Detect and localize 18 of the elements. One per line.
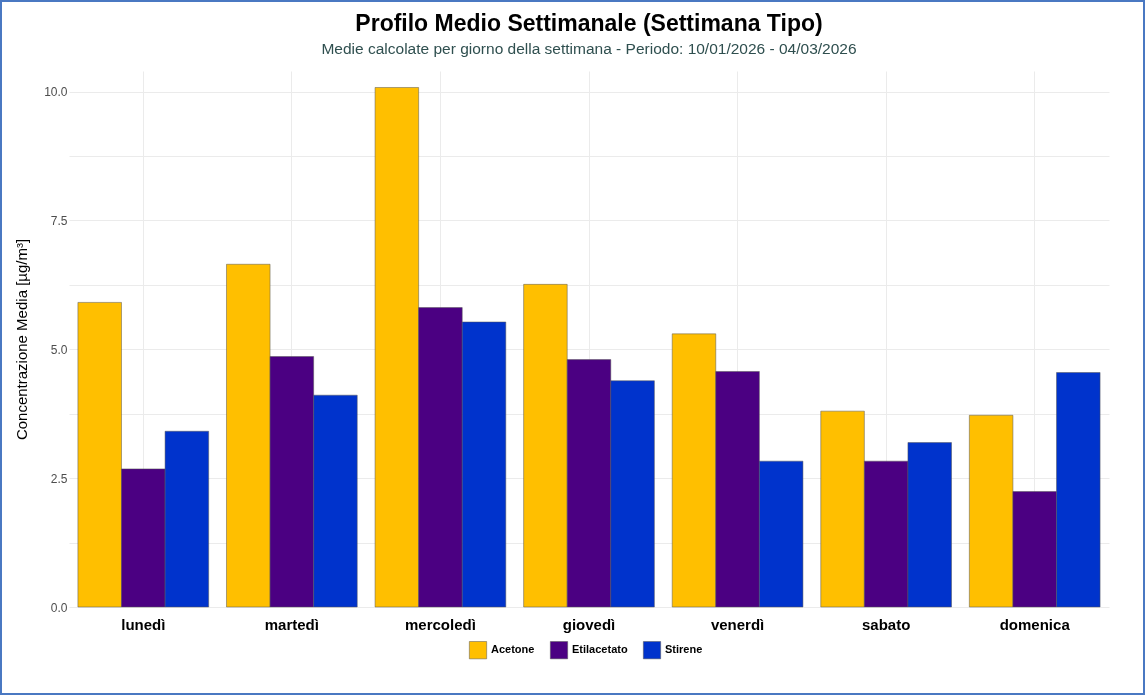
x-tick-label: mercoledì: [404, 615, 476, 633]
chart-subtitle: Medie calcolate per giorno della settimana - Periodo: 10/01/2026 - 04/03/2026: [321, 39, 857, 57]
x-tick-label: giovedì: [562, 615, 616, 633]
y-tick-label: 10.0: [44, 85, 68, 100]
x-tick-label: domenica: [999, 615, 1071, 633]
y-tick-label: 2.5: [50, 471, 68, 486]
y-tick-label: 0.0: [50, 600, 68, 615]
x-tick-label: martedì: [264, 615, 319, 633]
chart-title: Profilo Medio Settimanale (Settimana Tipo): [355, 9, 823, 36]
y-axis-title: Concentrazione Media [µg/m³]: [13, 238, 31, 441]
x-tick-label: lunedì: [121, 615, 166, 633]
x-tick-label: venerdì: [710, 615, 765, 633]
legend-label: Acetone: [491, 643, 535, 656]
y-tick-label: 7.5: [50, 213, 68, 228]
legend-label: Stirene: [665, 643, 703, 656]
y-tick-label: 5.0: [50, 342, 68, 357]
x-tick-label: sabato: [861, 615, 911, 633]
legend-label: Etilacetato: [572, 643, 628, 656]
